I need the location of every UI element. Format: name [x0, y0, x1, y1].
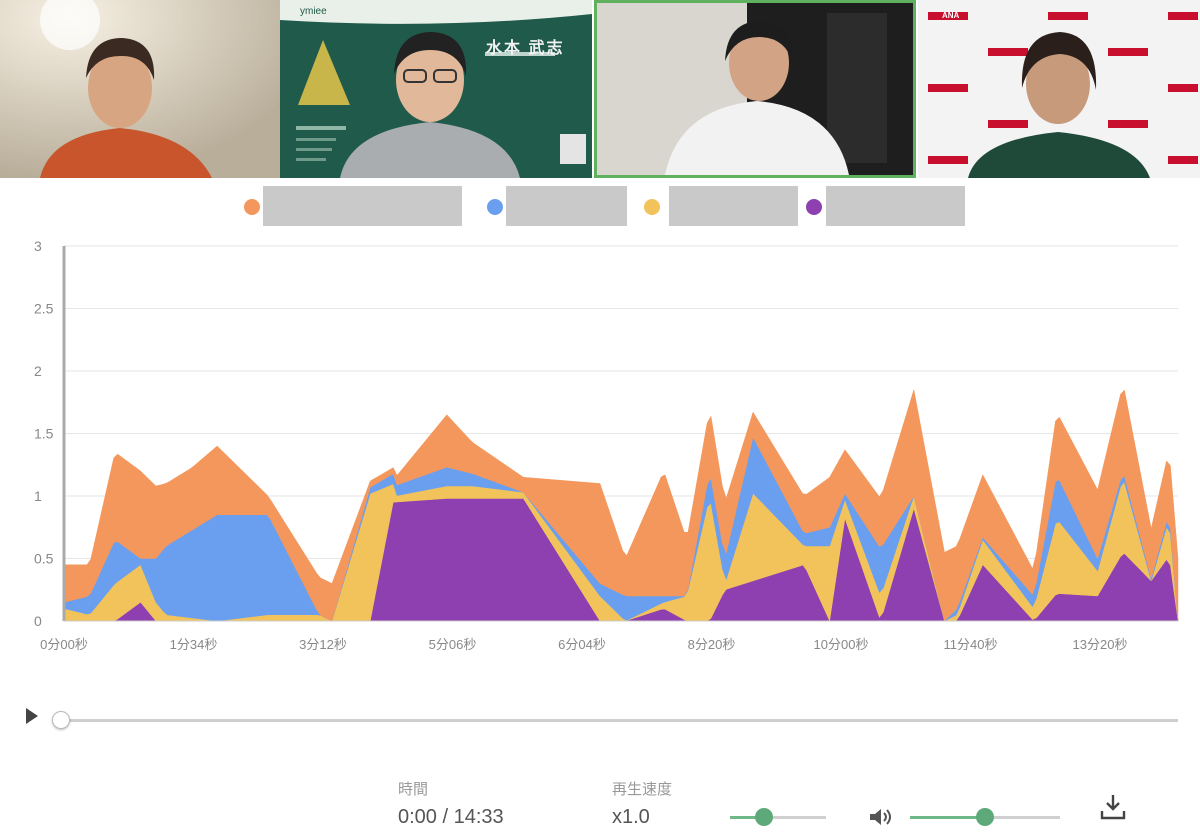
- backdrop-logo-text: ANA: [942, 11, 960, 20]
- x-tick-label: 13分20秒: [1073, 637, 1128, 652]
- y-tick-label: 1.5: [34, 426, 54, 442]
- stacked-area-chart[interactable]: 0 0.5 1 1.5 2 2.5 3 0分00秒 1分34秒 3分12秒 5分06秒 6分04秒 8分…: [0, 236, 1200, 666]
- y-tick-label: 0.5: [34, 551, 54, 567]
- legend-dot-yellow: [644, 199, 660, 215]
- volume-slider-fill: [910, 816, 985, 819]
- play-icon[interactable]: [26, 708, 38, 724]
- legend-label-redacted-3: [669, 186, 798, 226]
- participant-video-4[interactable]: ANA: [918, 0, 1200, 178]
- y-tick-label: 2: [34, 363, 42, 379]
- y-tick-label: 1: [34, 488, 42, 504]
- legend-label-redacted-1: [263, 186, 462, 226]
- slide-name-title: 水本 武志: [486, 40, 565, 57]
- download-icon[interactable]: [1098, 792, 1128, 822]
- video-call-strip: ymiee 水本 武志 ANA: [0, 0, 1200, 178]
- legend-dot-purple: [806, 199, 822, 215]
- seek-bar[interactable]: [60, 719, 1178, 722]
- speed-value: x1.0: [612, 806, 650, 828]
- speed-slider-fill: [730, 816, 764, 819]
- volume-slider[interactable]: [910, 808, 1060, 826]
- x-tick-label: 10分00秒: [814, 637, 869, 652]
- time-label: 時間: [398, 781, 429, 798]
- legend-dot-orange: [244, 199, 260, 215]
- y-tick-label: 2.5: [34, 301, 54, 317]
- legend-dot-blue: [487, 199, 503, 215]
- series-area-3: [63, 389, 1179, 622]
- seek-handle[interactable]: [52, 711, 70, 729]
- playback-controls: 時間 0:00 / 14:33 再生速度 x1.0: [0, 770, 1200, 840]
- participant-2-image: [280, 0, 592, 178]
- x-tick-label: 0分00秒: [40, 637, 88, 652]
- audio-player: [0, 690, 1200, 750]
- participant-video-1[interactable]: [0, 0, 280, 178]
- participant-video-2[interactable]: ymiee 水本 武志: [280, 0, 592, 178]
- legend-label-redacted-2: [506, 186, 627, 226]
- participant-4-image: [918, 0, 1200, 178]
- y-tick-label: 3: [34, 238, 42, 254]
- x-tick-label: 11分40秒: [944, 637, 998, 652]
- volume-icon[interactable]: [868, 806, 894, 828]
- chart-legend: [0, 184, 1200, 228]
- legend-label-redacted-4: [826, 186, 965, 226]
- x-tick-label: 6分04秒: [558, 637, 606, 652]
- participant-1-image: [0, 0, 280, 178]
- speed-label: 再生速度: [612, 781, 673, 798]
- x-tick-label: 1分34秒: [170, 637, 218, 652]
- slide-small-logo: ymiee: [300, 6, 327, 17]
- time-value: 0:00 / 14:33: [398, 806, 504, 828]
- x-tick-label: 3分12秒: [299, 637, 347, 652]
- participant-video-3-active[interactable]: [594, 0, 916, 178]
- speed-slider[interactable]: [730, 808, 826, 826]
- participant-3-image: [597, 3, 913, 175]
- x-tick-label: 5分06秒: [429, 637, 477, 652]
- speed-slider-knob[interactable]: [754, 808, 773, 826]
- y-tick-label: 0: [34, 613, 42, 629]
- volume-slider-knob[interactable]: [976, 808, 994, 826]
- x-tick-label: 8分20秒: [688, 637, 736, 652]
